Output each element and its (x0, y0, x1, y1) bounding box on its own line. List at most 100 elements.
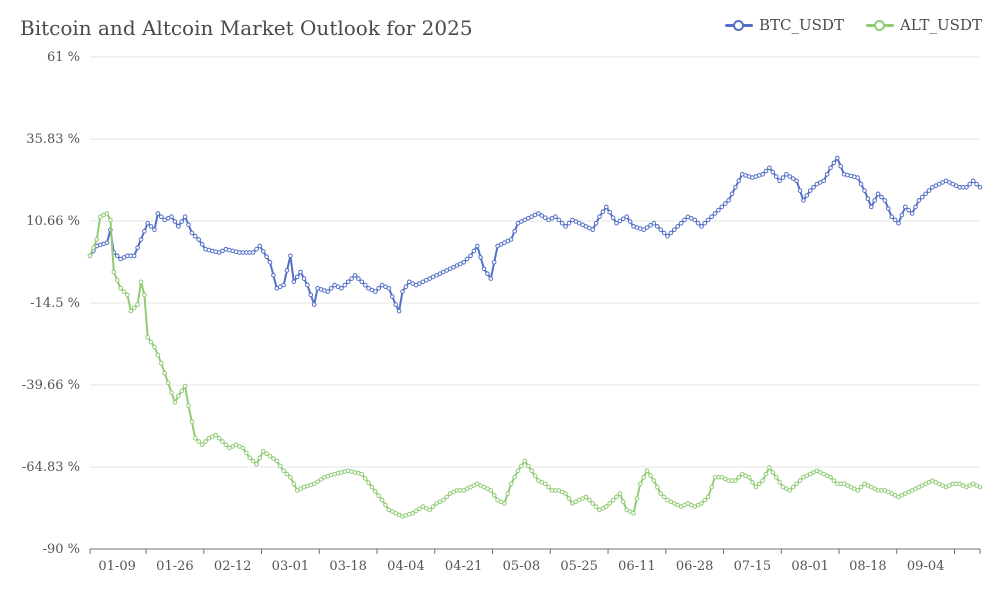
data-point[interactable] (169, 214, 174, 219)
data-point[interactable] (699, 224, 704, 229)
data-point[interactable] (722, 476, 728, 482)
data-point[interactable] (182, 383, 188, 389)
data-point[interactable] (835, 155, 840, 161)
data-point[interactable] (420, 504, 426, 509)
data-point[interactable] (709, 214, 714, 219)
data-point[interactable] (125, 292, 130, 298)
data-point[interactable] (94, 237, 100, 242)
data-point[interactable] (298, 269, 303, 275)
data-point[interactable] (753, 484, 759, 490)
data-point[interactable] (947, 180, 952, 185)
data-point[interactable] (267, 453, 273, 459)
data-point[interactable] (468, 253, 473, 259)
data-point[interactable] (515, 468, 521, 474)
data-point[interactable] (254, 462, 259, 467)
data-point[interactable] (515, 220, 521, 226)
data-point[interactable] (655, 484, 660, 490)
data-point[interactable] (128, 308, 134, 314)
data-point[interactable] (142, 292, 147, 298)
data-point[interactable] (974, 181, 979, 187)
data-point[interactable] (763, 471, 769, 477)
data-point[interactable] (590, 227, 596, 232)
data-point[interactable] (393, 302, 399, 307)
data-point[interactable] (597, 214, 602, 219)
data-point[interactable] (315, 479, 320, 485)
data-point[interactable] (522, 458, 528, 464)
data-point[interactable] (525, 463, 531, 469)
data-point[interactable] (430, 504, 436, 509)
data-point[interactable] (600, 506, 606, 511)
data-point[interactable] (872, 486, 878, 492)
data-point[interactable] (807, 188, 813, 193)
data-point[interactable] (770, 169, 776, 175)
data-point[interactable] (903, 204, 908, 210)
data-point[interactable] (427, 276, 433, 281)
data-point[interactable] (328, 286, 334, 291)
data-point[interactable] (260, 249, 266, 254)
data-point[interactable] (417, 506, 422, 512)
data-point[interactable] (617, 218, 623, 224)
data-point[interactable] (162, 370, 167, 376)
data-point[interactable] (505, 491, 511, 496)
data-point[interactable] (373, 289, 378, 294)
data-point[interactable] (658, 491, 664, 496)
data-point[interactable] (369, 484, 375, 490)
data-point[interactable] (790, 484, 796, 490)
data-point[interactable] (648, 473, 653, 479)
data-point[interactable] (311, 481, 317, 487)
data-point[interactable] (651, 478, 657, 483)
data-point[interactable] (111, 269, 117, 275)
data-point[interactable] (485, 271, 490, 277)
data-point[interactable] (264, 451, 269, 457)
data-point[interactable] (165, 380, 171, 386)
data-point[interactable] (131, 253, 137, 259)
data-point[interactable] (729, 191, 735, 197)
data-point[interactable] (892, 492, 898, 498)
data-point[interactable] (291, 279, 297, 285)
data-point[interactable] (794, 178, 799, 184)
data-point[interactable] (865, 196, 871, 201)
data-point[interactable] (736, 475, 742, 480)
data-point[interactable] (155, 352, 161, 358)
data-point[interactable] (631, 510, 636, 516)
data-point[interactable] (148, 224, 154, 229)
data-point[interactable] (604, 204, 609, 210)
data-point[interactable] (267, 260, 273, 265)
data-point[interactable] (396, 308, 402, 314)
data-point[interactable] (159, 361, 164, 366)
data-point[interactable] (977, 185, 983, 190)
data-point[interactable] (831, 160, 837, 166)
data-point[interactable] (563, 491, 568, 496)
data-point[interactable] (471, 483, 477, 488)
data-point[interactable] (390, 509, 395, 514)
data-point[interactable] (648, 223, 653, 228)
data-point[interactable] (108, 217, 113, 223)
data-point[interactable] (705, 494, 711, 500)
data-point[interactable] (831, 478, 837, 483)
data-point[interactable] (281, 468, 286, 474)
data-point[interactable] (441, 497, 446, 503)
data-point[interactable] (250, 250, 256, 255)
data-point[interactable] (936, 181, 942, 187)
data-point[interactable] (624, 214, 630, 219)
data-point[interactable] (909, 211, 915, 216)
data-point[interactable] (193, 233, 198, 239)
legend-item-alt[interactable]: ALT_USDT (865, 16, 982, 34)
data-point[interactable] (736, 178, 742, 184)
data-point[interactable] (773, 475, 779, 480)
data-point[interactable] (104, 240, 110, 245)
data-point[interactable] (855, 175, 861, 180)
data-point[interactable] (733, 185, 738, 190)
data-point[interactable] (196, 439, 201, 444)
data-point[interactable] (699, 501, 704, 506)
data-point[interactable] (196, 237, 201, 242)
data-point[interactable] (913, 204, 918, 210)
data-point[interactable] (349, 276, 354, 281)
data-point[interactable] (318, 477, 324, 482)
data-point[interactable] (767, 165, 772, 171)
data-point[interactable] (386, 286, 392, 291)
data-point[interactable] (726, 198, 731, 203)
data-point[interactable] (811, 185, 816, 190)
data-point[interactable] (451, 264, 456, 270)
data-point[interactable] (271, 456, 276, 461)
